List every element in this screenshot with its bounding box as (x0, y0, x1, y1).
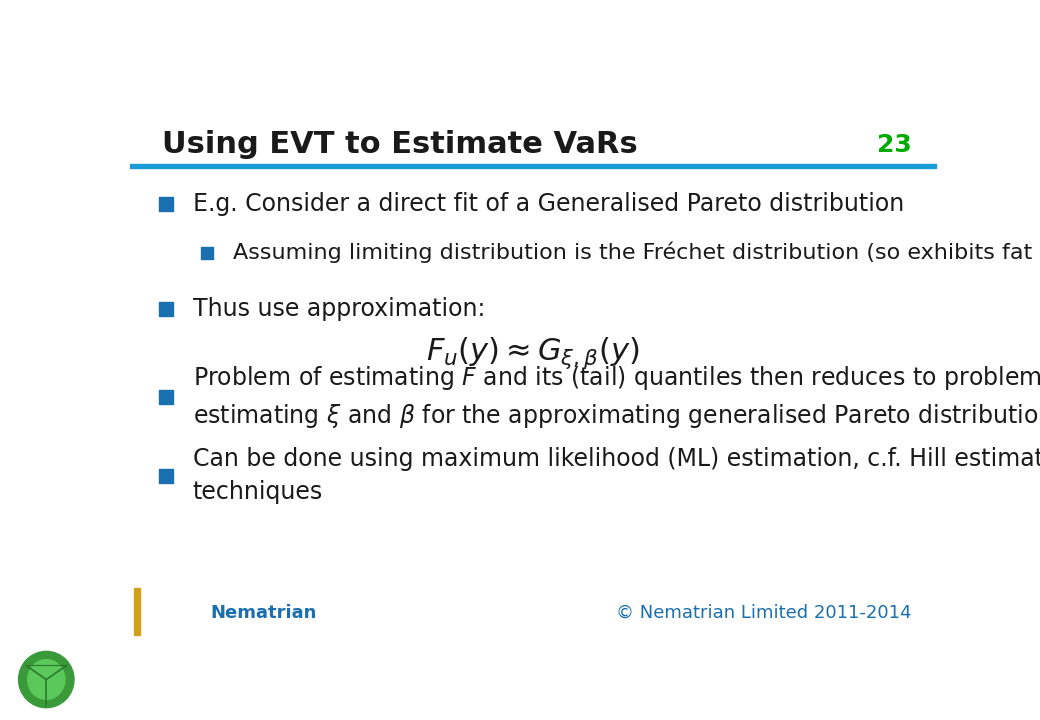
Point (199, 247, 215, 258)
Bar (130, 164, 936, 168)
Text: $F_u\left(y\right) \approx G_{\xi,\beta}\left(y\right)$: $F_u\left(y\right) \approx G_{\xi,\beta}… (426, 336, 640, 372)
Text: Can be done using maximum likelihood (ML) estimation, c.f. Hill estimator
techni: Can be done using maximum likelihood (ML… (192, 447, 1040, 504)
Text: E.g. Consider a direct fit of a Generalised Pareto distribution: E.g. Consider a direct fit of a Generali… (192, 192, 904, 216)
Ellipse shape (28, 660, 64, 699)
Text: Assuming limiting distribution is the Fréchet distribution (so exhibits fat tail: Assuming limiting distribution is the Fr… (233, 242, 1040, 264)
Point (158, 198, 175, 210)
Text: Problem of estimating $F$ and its (tail) quantiles then reduces to problem of
es: Problem of estimating $F$ and its (tail)… (192, 364, 1040, 430)
Ellipse shape (19, 652, 74, 708)
Bar (134, 588, 139, 635)
Text: 23: 23 (877, 132, 912, 157)
Text: Nematrian: Nematrian (211, 604, 317, 622)
Text: © Nematrian Limited 2011-2014: © Nematrian Limited 2011-2014 (617, 604, 912, 622)
Point (158, 304, 175, 315)
Point (158, 470, 175, 482)
Text: Thus use approximation:: Thus use approximation: (192, 297, 486, 321)
Text: Using EVT to Estimate VaRs: Using EVT to Estimate VaRs (162, 130, 638, 159)
Point (158, 391, 175, 402)
